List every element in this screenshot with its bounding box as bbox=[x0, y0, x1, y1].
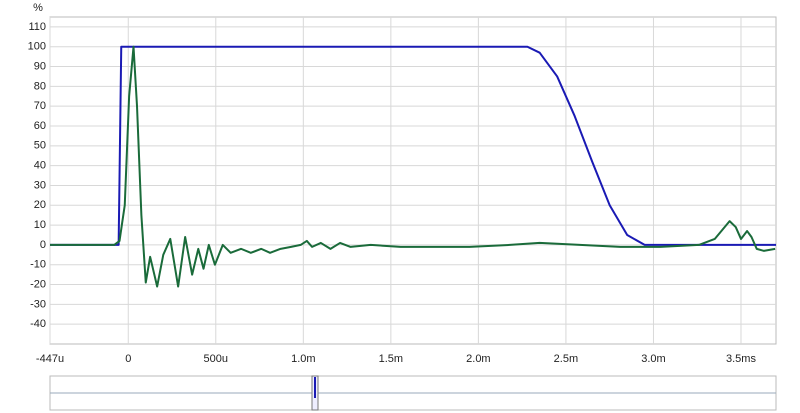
y-tick-label: 30 bbox=[34, 179, 46, 191]
x-tick-label: 1.5m bbox=[379, 353, 403, 365]
x-tick-label: -447u bbox=[36, 353, 64, 365]
y-tick-label: 20 bbox=[34, 199, 46, 211]
x-tick-label: 3.0m bbox=[641, 353, 665, 365]
y-tick-label: -30 bbox=[30, 298, 46, 310]
y-tick-label: 40 bbox=[34, 160, 46, 172]
y-tick-label: 70 bbox=[34, 100, 46, 112]
plot-area bbox=[49, 16, 777, 345]
series-line bbox=[50, 45, 776, 288]
series-line bbox=[50, 45, 776, 246]
y-tick-label: -10 bbox=[30, 259, 46, 271]
x-tick-label: 500u bbox=[204, 353, 228, 365]
y-tick-label: -40 bbox=[30, 318, 46, 330]
overview[interactable] bbox=[49, 375, 777, 411]
y-tick-label: -20 bbox=[30, 278, 46, 290]
y-tick-label: 80 bbox=[34, 80, 46, 92]
y-tick-label: 100 bbox=[28, 41, 46, 53]
y-tick-label: 110 bbox=[28, 21, 46, 33]
x-tick-label: 3.5ms bbox=[726, 353, 756, 365]
x-tick-label: 2.0m bbox=[466, 353, 490, 365]
y-tick-label: 60 bbox=[34, 120, 46, 132]
x-tick-label: 0 bbox=[125, 353, 131, 365]
x-tick-label: 1.0m bbox=[291, 353, 315, 365]
y-tick-label: 0 bbox=[40, 239, 46, 251]
y-axis-label: % bbox=[33, 2, 43, 14]
y-tick-label: 10 bbox=[34, 219, 46, 231]
y-tick-label: 90 bbox=[34, 60, 46, 72]
y-tick-label: 50 bbox=[34, 140, 46, 152]
x-tick-label: 2.5m bbox=[554, 353, 578, 365]
